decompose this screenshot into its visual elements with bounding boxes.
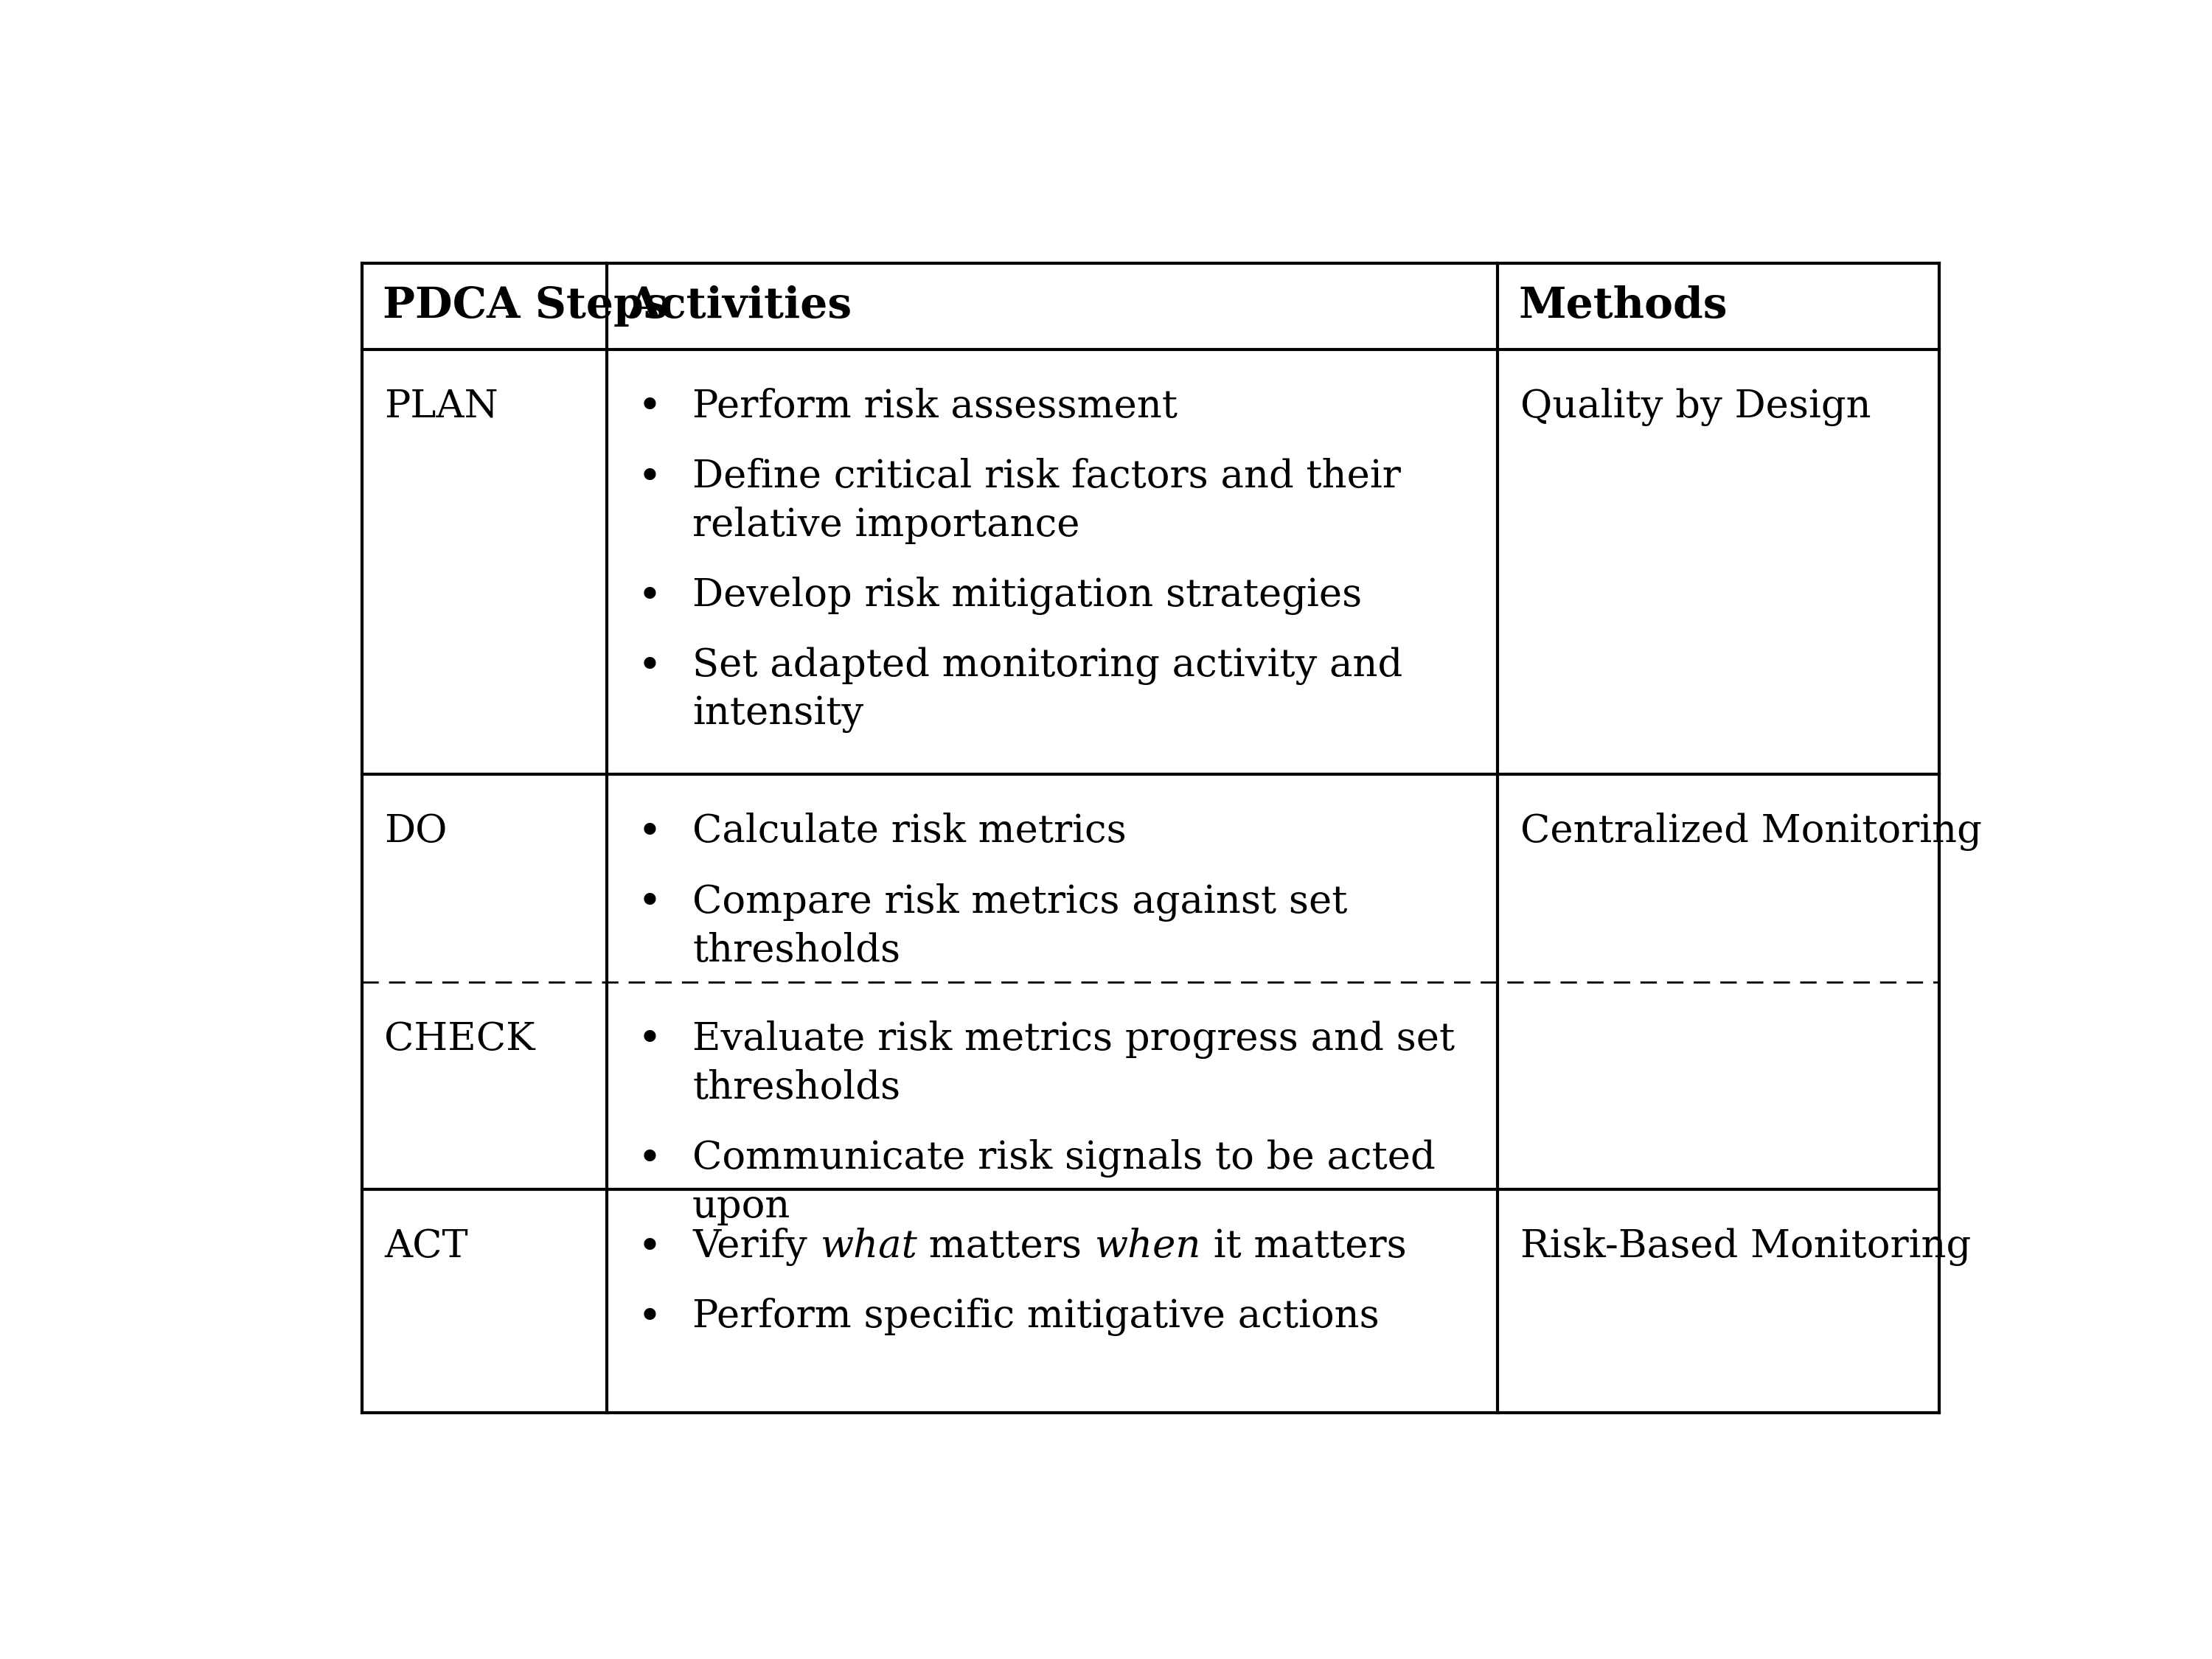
Text: CHECK: CHECK: [385, 1020, 535, 1058]
Text: relative importance: relative importance: [692, 506, 1079, 544]
Text: •: •: [637, 458, 661, 498]
Text: Risk-Based Monitoring: Risk-Based Monitoring: [1520, 1228, 1971, 1266]
Text: •: •: [637, 1228, 661, 1267]
Text: what: what: [821, 1228, 916, 1266]
Text: •: •: [637, 577, 661, 617]
Text: •: •: [637, 1020, 661, 1060]
Text: •: •: [637, 388, 661, 428]
Text: matters: matters: [916, 1228, 1095, 1266]
Text: •: •: [637, 883, 661, 924]
Text: Verify: Verify: [692, 1228, 821, 1266]
Text: Evaluate risk metrics progress and set: Evaluate risk metrics progress and set: [692, 1020, 1455, 1058]
Text: Set adapted monitoring activity and: Set adapted monitoring activity and: [692, 647, 1402, 685]
Text: Methods: Methods: [1517, 285, 1728, 327]
Text: upon: upon: [692, 1188, 790, 1226]
Text: •: •: [637, 1297, 661, 1339]
Text: Centralized Monitoring: Centralized Monitoring: [1520, 813, 1982, 851]
Text: Activities: Activities: [628, 285, 852, 327]
Text: Calculate risk metrics: Calculate risk metrics: [692, 813, 1126, 851]
Text: PLAN: PLAN: [385, 388, 498, 425]
Text: Perform risk assessment: Perform risk assessment: [692, 388, 1177, 425]
Text: PDCA Steps: PDCA Steps: [383, 285, 668, 327]
Text: Define critical risk factors and their: Define critical risk factors and their: [692, 458, 1400, 496]
Text: •: •: [637, 647, 661, 687]
Text: it matters: it matters: [1201, 1228, 1407, 1266]
Text: thresholds: thresholds: [692, 932, 900, 969]
Text: when: when: [1095, 1228, 1201, 1266]
Text: DO: DO: [385, 813, 447, 851]
Text: Compare risk metrics against set: Compare risk metrics against set: [692, 883, 1347, 921]
Text: Quality by Design: Quality by Design: [1520, 388, 1871, 426]
Text: Develop risk mitigation strategies: Develop risk mitigation strategies: [692, 577, 1363, 615]
Text: Communicate risk signals to be acted: Communicate risk signals to be acted: [692, 1140, 1436, 1178]
Text: thresholds: thresholds: [692, 1068, 900, 1107]
Text: •: •: [637, 1140, 661, 1180]
Text: intensity: intensity: [692, 695, 863, 733]
Text: ACT: ACT: [385, 1228, 469, 1266]
Text: •: •: [637, 813, 661, 853]
Text: Perform specific mitigative actions: Perform specific mitigative actions: [692, 1297, 1380, 1335]
